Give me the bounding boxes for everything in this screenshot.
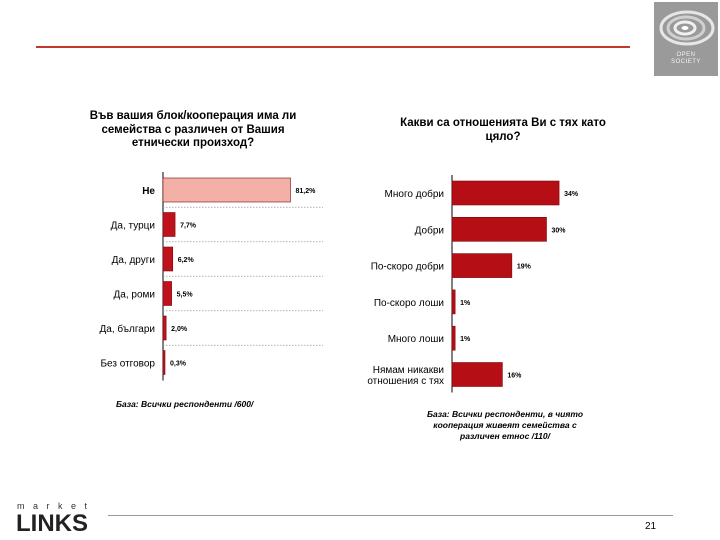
brand-links-text: LINKS	[16, 510, 88, 537]
logo-line2: SOCIETY	[671, 59, 701, 65]
chart1-base-note: База: Всички респонденти /600/	[116, 399, 254, 409]
chart2-title: Какви са отношенията Ви с тях като цяло?	[400, 117, 606, 143]
chart1-category-label: Да, други	[112, 255, 155, 266]
chart2-bar	[451, 217, 547, 242]
chart2-bar	[451, 180, 560, 206]
page-number: 21	[645, 521, 657, 532]
chart1-value-label: 2,0%	[171, 326, 188, 333]
chart2-bar	[451, 325, 456, 351]
chart2-value-label: 19%	[517, 264, 532, 271]
chart1-bar	[162, 246, 174, 272]
open-society-logo: OPEN SOCIETY	[654, 2, 718, 76]
chart2-bar	[451, 289, 456, 315]
chart1-value-label: 6,2%	[178, 257, 195, 264]
chart1-value-label: 81,2%	[295, 188, 316, 195]
chart2-value-label: 34%	[564, 191, 579, 198]
chart1-value-label: 5,5%	[177, 292, 194, 299]
chart1-value-label: 0,3%	[170, 361, 187, 368]
brand-market-text: market	[17, 501, 96, 511]
chart1-category-label: Да, роми	[114, 290, 155, 301]
chart2-bar	[451, 362, 503, 387]
chart1-bar	[162, 281, 172, 306]
chart1-category-label: Не	[142, 186, 155, 197]
chart2-value-label: 16%	[507, 373, 522, 380]
chart2-category-label: Добри	[415, 224, 444, 236]
chart2-value-label: 30%	[552, 227, 567, 234]
chart1-bar	[162, 315, 167, 341]
chart2-category-label: Много лоши	[388, 334, 444, 345]
chart2-category-label: Много добри	[385, 188, 444, 200]
chart2-category-label: По-скоро добри	[371, 261, 444, 273]
chart1-bar	[162, 350, 166, 375]
chart2-category-label: Нямам никакви отношения с тях	[367, 365, 444, 387]
chart2-value-label: 1%	[460, 300, 471, 307]
chart1-value-label: 7,7%	[180, 223, 197, 230]
footer-rule	[108, 515, 673, 516]
chart2-bar	[451, 253, 513, 278]
chart1-bar	[162, 177, 291, 203]
chart2-base-note: База: Всички респонденти, в чиято коопер…	[426, 409, 584, 441]
chart1-bar	[162, 212, 176, 237]
chart1-category-label: Да, българи	[99, 323, 155, 335]
chart1-category-label: Да, турци	[111, 221, 155, 232]
chart1-category-label: Без отговор	[100, 359, 155, 370]
header-rule	[36, 46, 630, 48]
chart2-category-label: По-скоро лоши	[374, 298, 444, 309]
chart1-title: Във вашия блок/кооперация има ли семейст…	[89, 110, 297, 149]
logo-line1: OPEN	[676, 52, 696, 58]
chart2-value-label: 1%	[460, 336, 471, 343]
